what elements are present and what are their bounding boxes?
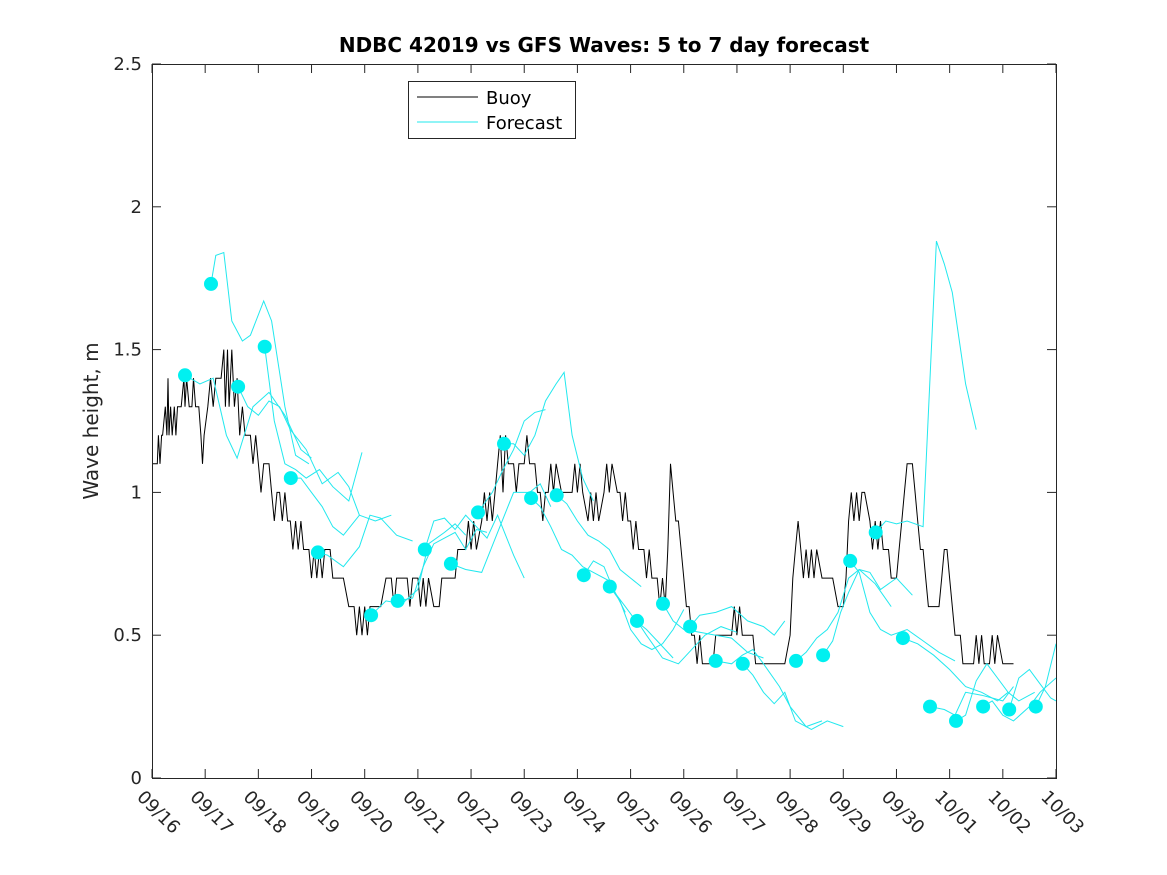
y-tick-label: 2	[131, 197, 142, 218]
forecast-marker-19	[708, 653, 723, 668]
forecast-marker-4	[283, 471, 298, 486]
forecast-marker-28	[976, 699, 991, 714]
y-axis-label: Wave height, m	[79, 342, 103, 499]
y-tick-label: 2.5	[113, 54, 142, 75]
x-tick-label: 09/30	[877, 787, 929, 839]
forecast-marker-3	[257, 339, 272, 354]
forecast-line-5	[317, 514, 413, 568]
forecast-line-9	[450, 483, 552, 573]
forecast-line-1	[210, 251, 310, 465]
y-axis: 0 0.5 1 1.5 2 2.5	[113, 54, 1056, 789]
x-tick-label: 09/20	[345, 787, 397, 839]
x-tick-label: 09/18	[239, 787, 291, 839]
forecast-marker-23	[843, 553, 858, 568]
legend: Buoy Forecast	[408, 81, 576, 139]
forecast-marker-22	[816, 648, 831, 663]
x-tick-label: 09/16	[132, 787, 184, 839]
series-layer	[152, 240, 1056, 730]
x-tick-label: 09/29	[824, 787, 876, 839]
forecast-marker-18	[683, 619, 698, 634]
x-tick-label: 09/19	[292, 787, 344, 839]
plot-background	[152, 64, 1056, 778]
x-tick-label: 10/01	[930, 787, 982, 839]
y-tick-label: 0.5	[113, 625, 142, 646]
forecast-line-2	[237, 386, 360, 516]
forecast-marker-11	[497, 436, 511, 451]
forecast-line-30	[1035, 643, 1056, 707]
chart-title: NDBC 42019 vs GFS Waves: 5 to 7 day fore…	[339, 33, 870, 57]
x-tick-label: 09/27	[717, 787, 769, 839]
x-tick-label: 09/24	[558, 787, 610, 839]
forecast-line-22	[822, 568, 913, 656]
y-tick-label: 1.5	[113, 340, 142, 361]
x-tick-label: 09/22	[452, 787, 504, 839]
plot-frame	[152, 64, 1057, 779]
forecast-line-24	[875, 240, 977, 533]
legend-forecast-label: Forecast	[486, 113, 562, 134]
forecast-line-12	[530, 497, 626, 613]
forecast-line-25	[902, 637, 1009, 702]
forecast-marker-13	[549, 488, 564, 503]
forecast-marker-1	[204, 276, 218, 291]
forecast-marker-21	[789, 653, 803, 668]
forecast-line-13	[556, 494, 642, 587]
forecast-marker-24	[868, 525, 883, 540]
x-tick-label: 09/21	[398, 787, 450, 839]
forecast-marker-27	[949, 713, 963, 728]
forecast-line-3	[264, 346, 363, 502]
forecast-marker-10	[471, 505, 485, 520]
legend-buoy-label: Buoy	[486, 88, 532, 109]
forecast-marker-20	[735, 656, 750, 671]
forecast-marker-9	[443, 556, 458, 571]
forecast-marker-0	[178, 368, 192, 383]
forecast-line-17	[662, 603, 764, 659]
forecast-line-11	[504, 371, 594, 502]
x-tick-label: 09/28	[771, 787, 823, 839]
forecast-marker-7	[390, 593, 405, 608]
x-tick-label: 09/17	[186, 787, 238, 839]
forecast-line-19	[715, 648, 823, 728]
legend-box	[408, 81, 576, 139]
forecast-marker-17	[656, 596, 670, 611]
forecast-marker-2	[231, 379, 246, 394]
forecast-marker-6	[364, 608, 379, 623]
y-tick-label: 1	[131, 482, 142, 503]
forecast-marker-14	[576, 568, 591, 583]
forecast-line-15	[609, 586, 685, 651]
forecast-marker-12	[524, 491, 539, 506]
x-tick-label: 09/26	[664, 787, 716, 839]
forecast-line-27	[955, 662, 1035, 722]
forecast-line-29	[1008, 668, 1056, 710]
forecast-marker-30	[1028, 699, 1043, 714]
forecast-line-23	[849, 560, 956, 662]
forecast-marker-25	[895, 631, 910, 646]
x-tick-label: 10/02	[983, 787, 1035, 839]
forecast-line-28	[982, 677, 1056, 722]
forecast-line-18	[689, 606, 786, 636]
forecast-marker-26	[923, 699, 937, 714]
forecast-line-7	[397, 528, 488, 602]
forecast-marker-29	[1002, 702, 1017, 717]
x-tick-label: 10/03	[1036, 787, 1088, 839]
x-tick-label: 09/25	[611, 787, 663, 839]
y-tick-label: 0	[131, 768, 142, 789]
forecast-marker-15	[602, 579, 617, 594]
forecast-line-16	[636, 620, 738, 665]
forecast-line-26	[929, 686, 1014, 716]
forecast-line-10	[477, 409, 546, 513]
x-tick-label: 09/23	[505, 787, 557, 839]
buoy-line	[152, 349, 1014, 665]
forecast-marker-8	[417, 542, 432, 557]
forecast-line-4	[290, 477, 392, 536]
forecast-line-8	[424, 513, 525, 579]
forecast-line-21	[795, 568, 892, 662]
forecast-line-20	[742, 663, 844, 730]
forecast-line-14	[583, 560, 674, 659]
forecast-marker-5	[310, 545, 325, 560]
forecast-marker-16	[630, 613, 644, 628]
